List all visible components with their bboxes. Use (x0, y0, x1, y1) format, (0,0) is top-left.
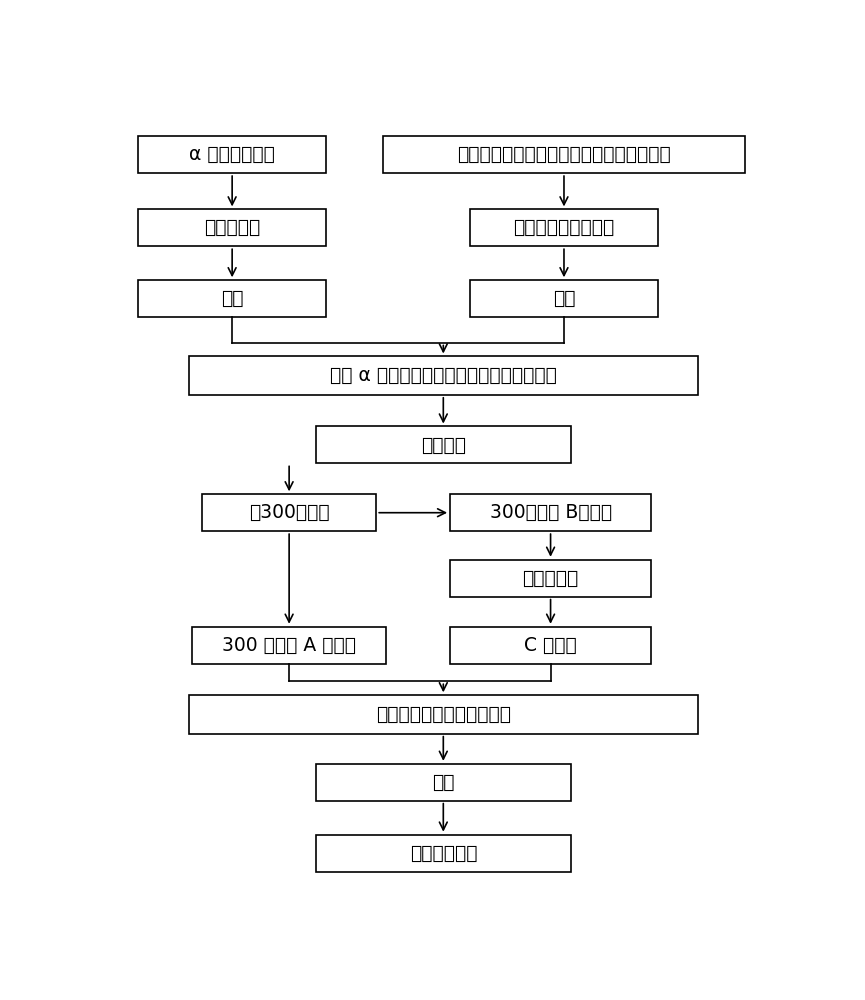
Text: 300目以下 B造粒粉: 300目以下 B造粒粉 (490, 503, 612, 522)
Bar (138, 280, 326, 317)
Text: 成型: 成型 (432, 773, 455, 792)
Text: 过300目筛分: 过300目筛分 (249, 503, 330, 522)
Bar (202, 494, 376, 531)
Bar (471, 209, 658, 246)
Text: 制粉，前驱体造粒粉: 制粉，前驱体造粒粉 (513, 218, 615, 237)
Bar (192, 627, 387, 664)
Bar (450, 560, 651, 597)
Bar (316, 426, 571, 463)
Bar (450, 494, 651, 531)
Text: 添加脱模剂: 添加脱模剂 (522, 569, 579, 588)
Bar (471, 280, 658, 317)
Bar (189, 356, 698, 395)
Text: 风选、分级: 风选、分级 (204, 218, 260, 237)
Bar (316, 835, 571, 872)
Bar (138, 136, 326, 173)
Bar (450, 627, 651, 664)
Text: α 氧化铝粉干磨: α 氧化铝粉干磨 (189, 145, 275, 164)
Bar (316, 764, 571, 801)
Text: 高岭土、焦宝石和复合烧结助剂称重、湿磨: 高岭土、焦宝石和复合烧结助剂称重、湿磨 (457, 145, 671, 164)
Text: 300 目以上 A 造粒粉: 300 目以上 A 造粒粉 (222, 636, 356, 655)
Text: 根据尺寸烧成: 根据尺寸烧成 (409, 844, 477, 863)
Text: 回烧 α 氧化铝和锻烧辅料造粒粉称重、球磨: 回烧 α 氧化铝和锻烧辅料造粒粉称重、球磨 (330, 366, 557, 385)
Bar (138, 209, 326, 246)
Text: 根据产品尺寸判断混合比例: 根据产品尺寸判断混合比例 (375, 705, 511, 724)
Text: 喷雾制粉: 喷雾制粉 (420, 435, 466, 454)
Text: C 造粒粉: C 造粒粉 (524, 636, 577, 655)
Bar (383, 136, 745, 173)
Text: 锻烧: 锻烧 (221, 289, 243, 308)
Text: 锻烧: 锻烧 (553, 289, 575, 308)
Bar (189, 695, 698, 734)
